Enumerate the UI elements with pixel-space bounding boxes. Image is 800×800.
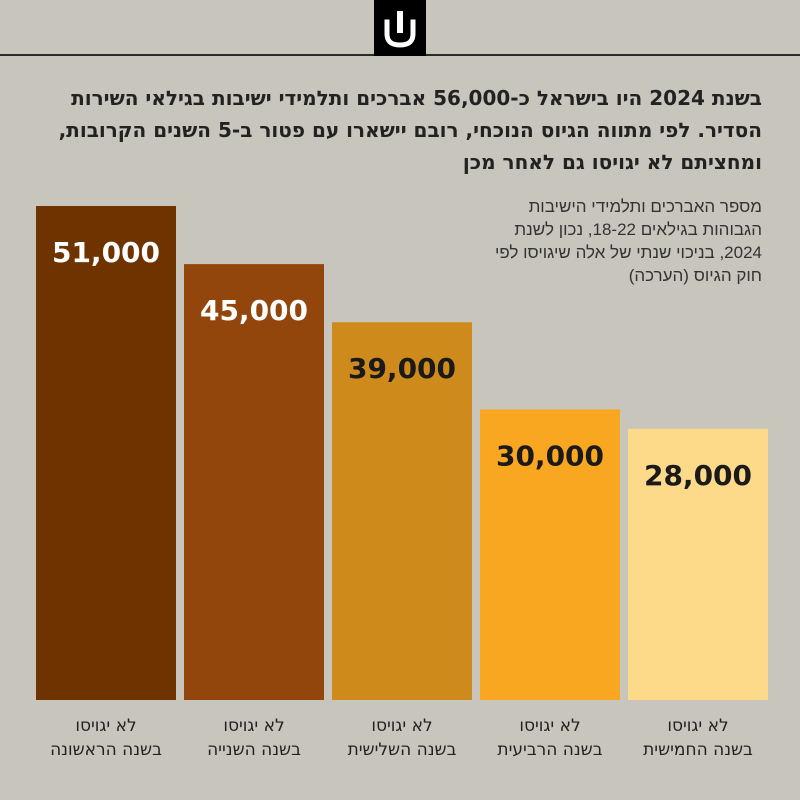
category-label: לא יגויסו bbox=[223, 716, 284, 736]
category-label: בשנה החמישית bbox=[643, 740, 753, 760]
category-label: בשנה השנייה bbox=[207, 740, 301, 760]
category-label: לא יגויסו bbox=[371, 716, 432, 736]
top-bar bbox=[0, 0, 800, 56]
bar-5 bbox=[628, 428, 768, 700]
category-label: לא יגויסו bbox=[519, 716, 580, 736]
category-label: לא יגויסו bbox=[667, 716, 728, 736]
chart-note: מספר האברכים ותלמידי הישיבות הגבוהות בגי… bbox=[494, 197, 762, 285]
bar-value-label: 28,000 bbox=[644, 459, 752, 492]
bar-2 bbox=[184, 264, 324, 700]
bar-1 bbox=[36, 206, 176, 700]
category-label: בשנה השלישית bbox=[348, 740, 457, 760]
bar-4 bbox=[480, 409, 620, 700]
bar-value-label: 45,000 bbox=[200, 294, 308, 327]
bar-value-label: 51,000 bbox=[52, 236, 160, 269]
bar-3 bbox=[332, 322, 472, 700]
category-label: בשנה הרביעית bbox=[497, 740, 602, 760]
category-label: לא יגויסו bbox=[75, 716, 136, 736]
category-label: בשנה הראשונה bbox=[50, 740, 162, 760]
bar-value-label: 39,000 bbox=[348, 352, 456, 385]
bar-value-label: 30,000 bbox=[496, 439, 604, 472]
brand-logo-icon bbox=[374, 0, 426, 56]
headline: בשנת 2024 היו בישראל כ-56,000 אברכים ותל… bbox=[58, 86, 762, 174]
